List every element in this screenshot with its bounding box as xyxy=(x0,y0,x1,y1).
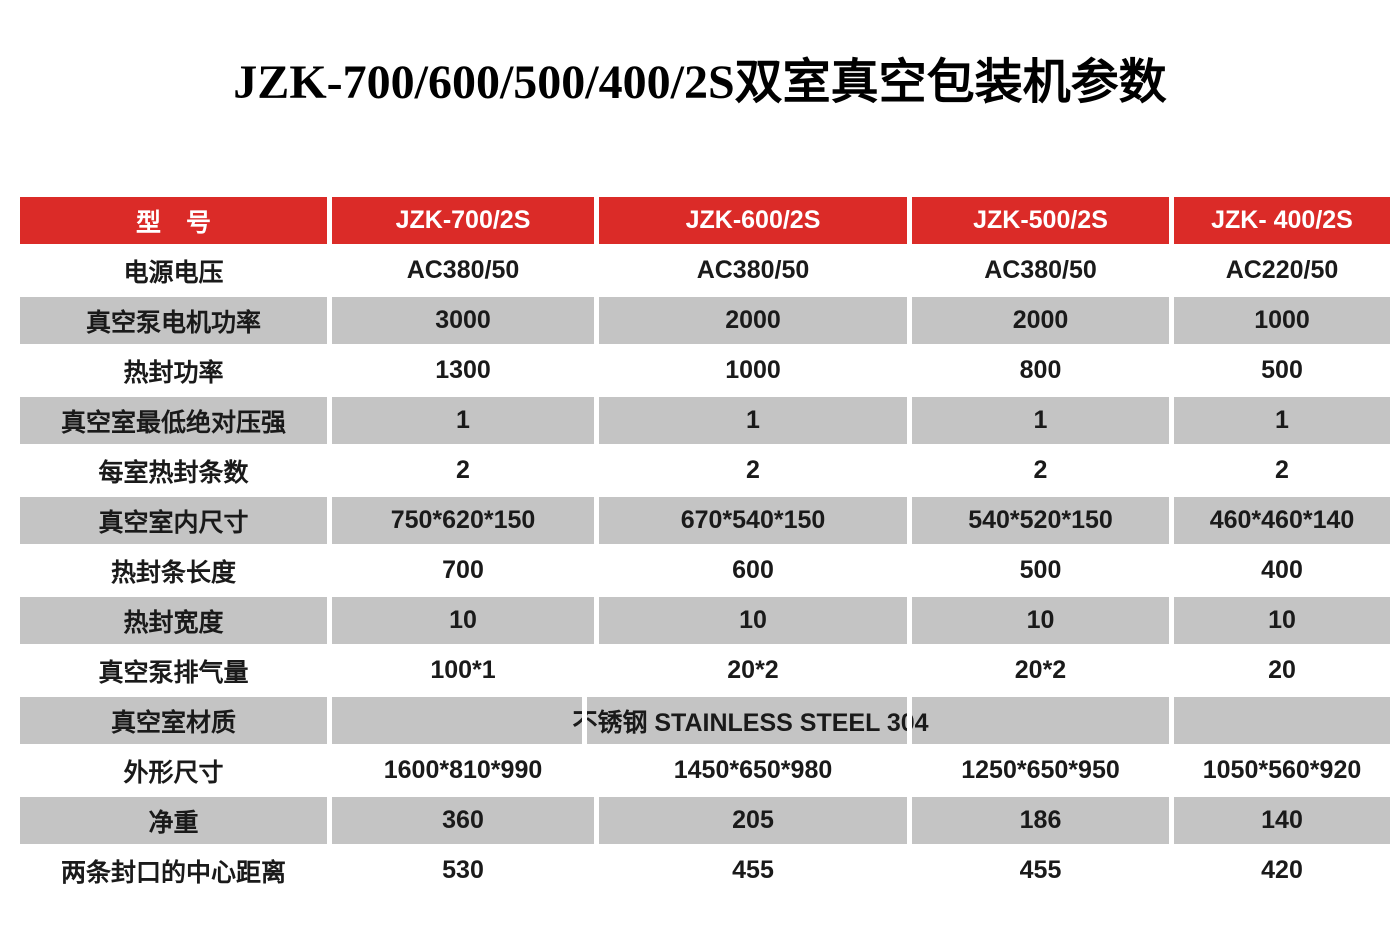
spec-table: 型 号 JZK-700/2S JZK-600/2S JZK-500/2S JZK- 40… xyxy=(15,194,1395,897)
cell-value: 600 xyxy=(732,556,774,584)
header-model-0: JZK-700/2S xyxy=(332,197,594,244)
cell-value: AC220/50 xyxy=(1225,256,1339,284)
table-row: 真空泵排气量 100*1 20*2 20*2 20 xyxy=(20,647,1390,694)
cell-value: 360 xyxy=(332,797,594,844)
cell-value: 1050*560*920 xyxy=(1202,756,1362,784)
cell-value: 2000 xyxy=(912,297,1169,344)
row-label: 真空室材质 xyxy=(20,697,327,744)
row-label: 电源电压 xyxy=(123,258,224,287)
cell-value: 1450*650*980 xyxy=(673,756,833,784)
cell-value: 10 xyxy=(912,597,1169,644)
cell-value: 455 xyxy=(732,856,774,884)
cell-value: 1250*650*950 xyxy=(961,756,1120,784)
cell-value: 500 xyxy=(1019,556,1062,584)
header-model-label: 型 号 xyxy=(20,197,327,244)
cell-value: 540*520*150 xyxy=(912,497,1169,544)
table-row: 热封功率 1300 1000 800 500 xyxy=(20,347,1390,394)
cell-value: 2000 xyxy=(599,297,907,344)
cell-value: 1000 xyxy=(1174,297,1390,344)
cell-value: 186 xyxy=(912,797,1169,844)
cell-value: AC380/50 xyxy=(406,256,520,284)
table-row: 真空室最低绝对压强 1 1 1 1 xyxy=(20,397,1390,444)
table-row: 真空泵电机功率 3000 2000 2000 1000 xyxy=(20,297,1390,344)
spec-table-body: 型 号 JZK-700/2S JZK-600/2S JZK-500/2S JZK- 40… xyxy=(20,197,1390,894)
cell-value: AC380/50 xyxy=(984,256,1097,284)
cell-value: 460*460*140 xyxy=(1174,497,1390,544)
cell-value: 800 xyxy=(1019,356,1062,384)
table-row: 真空室材质 不锈钢 STAINLESS STEEL 304 xyxy=(20,697,1390,744)
row-label: 两条封口的中心距离 xyxy=(60,858,286,887)
cell-value: 1 xyxy=(1174,397,1390,444)
cell-value: 10 xyxy=(1174,597,1390,644)
cell-value: 500 xyxy=(1261,356,1303,384)
cell-value: 1 xyxy=(599,397,907,444)
table-row: 净重 360 205 186 140 xyxy=(20,797,1390,844)
cell-value: 420 xyxy=(1261,856,1303,884)
row-label: 真空泵排气量 xyxy=(98,658,249,687)
cell-value: 700 xyxy=(442,556,484,584)
cell-value: 20*2 xyxy=(727,656,779,684)
merged-material-cell: 不锈钢 STAINLESS STEEL 304 xyxy=(332,697,1169,744)
cell-value: 670*540*150 xyxy=(599,497,907,544)
header-row: 型 号 JZK-700/2S JZK-600/2S JZK-500/2S JZK- 40… xyxy=(20,197,1390,244)
table-row: 热封宽度 10 10 10 10 xyxy=(20,597,1390,644)
row-label: 真空泵电机功率 xyxy=(20,297,327,344)
cell-value: 2 xyxy=(456,456,470,484)
cell-value: 20*2 xyxy=(1014,656,1067,684)
cell-value: 10 xyxy=(332,597,594,644)
row-label: 外形尺寸 xyxy=(123,758,224,787)
row-label: 每室热封条数 xyxy=(98,458,249,487)
cell-value: 750*620*150 xyxy=(332,497,594,544)
header-model-3: JZK- 400/2S xyxy=(1174,197,1390,244)
cell-value: 1300 xyxy=(435,356,491,384)
column-separator xyxy=(582,697,587,744)
cell-value: 140 xyxy=(1174,797,1390,844)
cell-value: 400 xyxy=(1261,556,1303,584)
row-label: 真空室内尺寸 xyxy=(20,497,327,544)
header-model-1: JZK-600/2S xyxy=(599,197,907,244)
cell-value: 100*1 xyxy=(430,656,496,684)
row-label: 热封条长度 xyxy=(110,558,236,587)
table-row: 外形尺寸 1600*810*990 1450*650*980 1250*650*950… xyxy=(20,747,1390,794)
cell-value: 10 xyxy=(599,597,907,644)
cell-value: 1000 xyxy=(725,356,781,384)
row-label: 真空室最低绝对压强 xyxy=(20,397,327,444)
row-label: 净重 xyxy=(20,797,327,844)
table-row: 真空室内尺寸 750*620*150 670*540*150 540*520*150 4… xyxy=(20,497,1390,544)
header-model-2: JZK-500/2S xyxy=(912,197,1169,244)
cell-value: 455 xyxy=(1019,856,1062,884)
cell-value: AC380/50 xyxy=(696,256,810,284)
cell-value: 2 xyxy=(746,456,760,484)
page-title: JZK-700/600/500/400/2S双室真空包装机参数 xyxy=(233,56,1167,109)
column-separator xyxy=(907,697,912,744)
cell-value: 2 xyxy=(1275,456,1289,484)
table-row: 两条封口的中心距离 530 455 455 420 xyxy=(20,847,1390,894)
row-label: 热封功率 xyxy=(123,358,224,387)
spec-table-container: 型 号 JZK-700/2S JZK-600/2S JZK-500/2S JZK- 40… xyxy=(15,194,1395,897)
table-row: 热封条长度 700 600 500 400 xyxy=(20,547,1390,594)
cell-value: 1 xyxy=(332,397,594,444)
cell-value: 3000 xyxy=(332,297,594,344)
merged-material-value: 不锈钢 STAINLESS STEEL 304 xyxy=(572,708,929,737)
table-row: 电源电压 AC380/50 AC380/50 AC380/50 AC220/50 xyxy=(20,247,1390,294)
cell-value: 2 xyxy=(1033,456,1048,484)
table-row: 每室热封条数 2 2 2 2 xyxy=(20,447,1390,494)
cell-value: 205 xyxy=(599,797,907,844)
cell-value: 1600*810*990 xyxy=(383,756,543,784)
cell-value: 530 xyxy=(442,856,484,884)
row-label: 热封宽度 xyxy=(20,597,327,644)
cell-value: 20 xyxy=(1268,656,1296,684)
empty-cell xyxy=(1174,697,1390,744)
cell-value: 1 xyxy=(912,397,1169,444)
